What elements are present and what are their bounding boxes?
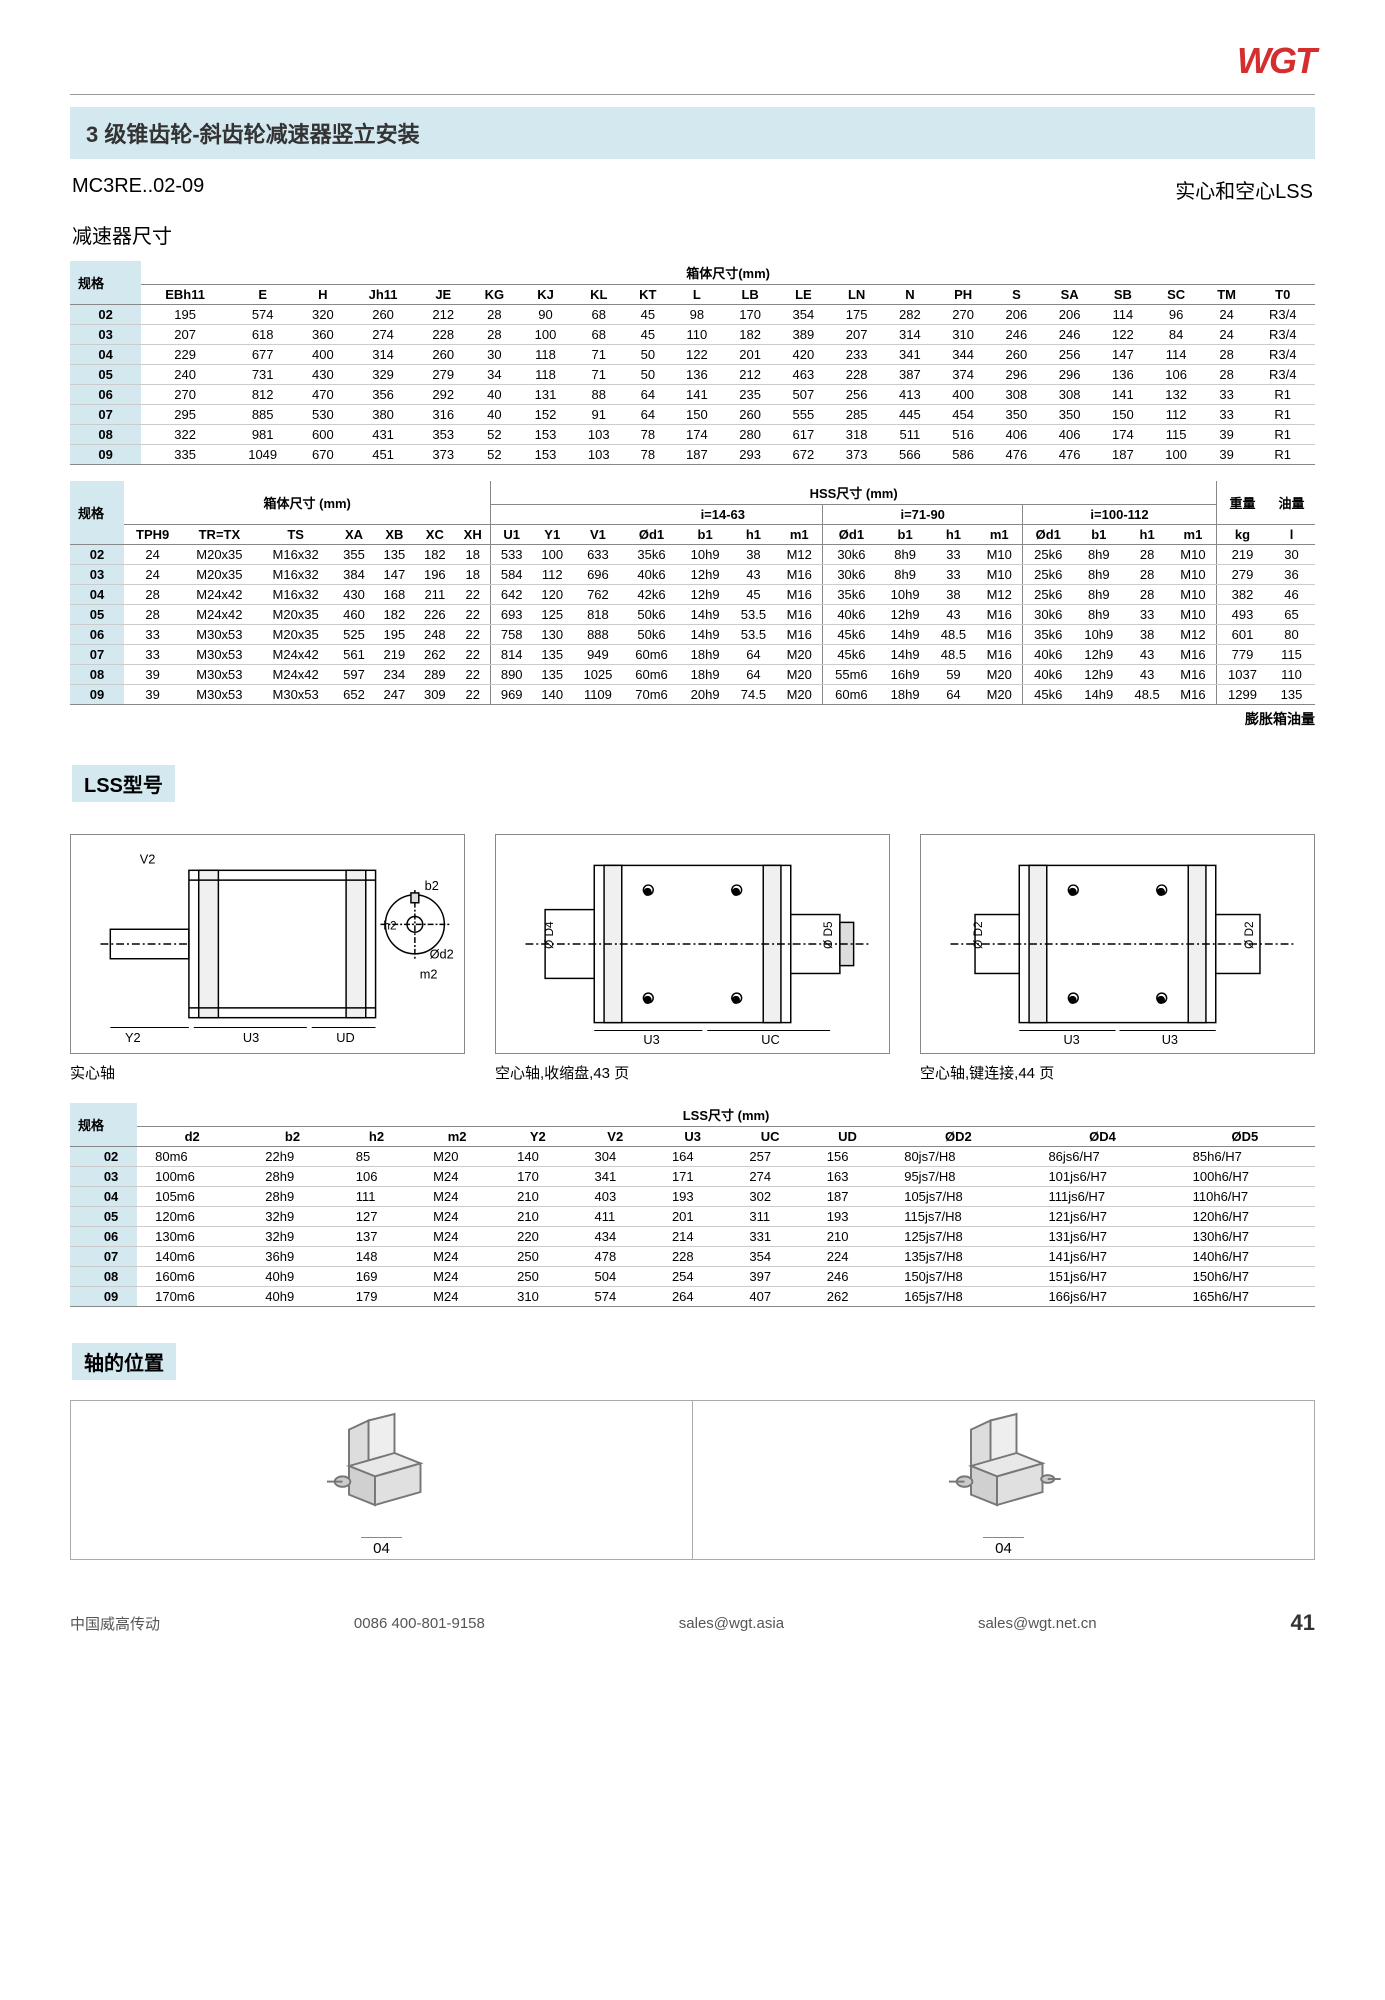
table-row: 09170m640h9179M24310574264407262165js7/H… [70,1287,1315,1307]
svg-text:⊕: ⊕ [643,995,651,1006]
table-row: 0224M20x35M16x323551351821853310063335k6… [70,545,1315,565]
col-header: Jh11 [350,285,417,305]
svg-text:U3: U3 [643,1032,659,1047]
table-row: 0528M24x42M20x354601822262269312581850k6… [70,605,1315,625]
table-row: 0627081247035629240131886414123550725641… [70,385,1315,405]
col-header: EBh11 [141,285,229,305]
svg-text:U3: U3 [1063,1032,1079,1047]
logo: WGT [70,40,1315,82]
col-header: KT [625,285,670,305]
table-row: 0839M30x53M24x4259723428922890135102560m… [70,665,1315,685]
table-row: 0633M30x53M20x355251952482275813088850k6… [70,625,1315,645]
model-code: MC3RE..02-09 [72,175,204,204]
svg-text:⊕: ⊕ [643,887,651,898]
section-shaft-pos: 轴的位置 [72,1343,176,1380]
svg-text:h2: h2 [383,919,396,932]
table-row: 0933510496704513735215310378187293672373… [70,445,1315,465]
svg-text:⊕: ⊕ [1157,887,1165,898]
table-row: 0320761836027422828100684511018238920731… [70,325,1315,345]
svg-text:b2: b2 [425,878,439,893]
svg-text:U3: U3 [243,1030,259,1045]
col-header: H [296,285,349,305]
table-row: 0729588553038031640152916415026055528544… [70,405,1315,425]
svg-text:⊕: ⊕ [1157,995,1165,1006]
table-row: 06130m632h9137M24220434214331210125js7/H… [70,1227,1315,1247]
svg-text:U3: U3 [1162,1032,1178,1047]
table-row: 08160m640h9169M24250504254397246150js7/H… [70,1267,1315,1287]
section-lss-model: LSS型号 [72,765,175,802]
svg-text:V2: V2 [140,851,156,866]
table-row: 0219557432026021228906845981703541752822… [70,305,1315,325]
col-header: N [883,285,936,305]
col-header: JE [417,285,470,305]
svg-text:UD: UD [336,1030,354,1045]
svg-text:Ø D2: Ø D2 [972,921,985,949]
divider [70,94,1315,95]
svg-text:⊕: ⊕ [1068,995,1076,1006]
svg-text:⊕: ⊕ [732,887,740,898]
table-hss-dims: 规格 箱体尺寸 (mm) HSS尺寸 (mm) 重量 油量 i=14-63 i=… [70,481,1315,705]
page-footer: 中国威高传动 0086 400-801-9158 sales@wgt.asia … [70,1610,1315,1636]
section-dimensions: 减速器尺寸 [72,220,1313,249]
col-header: SB [1096,285,1149,305]
col-header: LN [830,285,883,305]
diagram-hollow-key: ⊕ ⊕ ⊕ ⊕ Ø D2 Ø D2 U3 U3 [920,834,1315,1054]
lss-type: 实心和空心LSS [1175,175,1313,204]
svg-text:⊕: ⊕ [732,995,740,1006]
svg-text:Ø D5: Ø D5 [822,921,835,949]
col-header: TM [1203,285,1251,305]
col-header: KG [470,285,519,305]
table-row: 05120m632h9127M24210411201311193115js7/H… [70,1207,1315,1227]
svg-text:Ø D2: Ø D2 [1243,921,1256,949]
table-row: 0832298160043135352153103781742806173185… [70,425,1315,445]
table-row: 0280m622h985M2014030416425715680js7/H886… [70,1147,1315,1167]
svg-text:UC: UC [761,1032,779,1047]
shaft-position-diagram: 04 04 [70,1400,1315,1560]
table-housing-dims: 规格箱体尺寸(mm) EBh11EHJh11JEKGKJKLKTLLBLELNN… [70,261,1315,465]
svg-text:Ø D4: Ø D4 [543,921,556,949]
page-title: 3 级锥齿轮-斜齿轮减速器竖立安装 [70,107,1315,159]
col-header: LB [724,285,777,305]
col-header: KL [572,285,625,305]
shaft-iso-1-icon [71,1401,692,1531]
diagram-caption-1: 实心轴 [70,1062,465,1083]
col-header: L [670,285,723,305]
table-lss-dims: 规格LSS尺寸 (mm) d2b2h2m2Y2V2U3UCUDØD2ØD4ØD5… [70,1103,1315,1307]
oil-note: 膨胀箱油量 [70,709,1315,729]
diagram-solid-shaft: V2 b2 h2 Ød2 m2 Y2 U3 UD [70,834,465,1054]
col-header: S [990,285,1043,305]
diagram-hollow-shrink: ⊕ ⊕ ⊕ ⊕ Ø D4 Ø D5 U3 UC [495,834,890,1054]
table-row: 0428M24x42M16x324301682112264212076242k6… [70,585,1315,605]
col-header: PH [937,285,990,305]
svg-text:m2: m2 [420,966,438,981]
col-header: SC [1150,285,1203,305]
col-header: KJ [519,285,572,305]
col-spec: 规格 [70,261,141,305]
diagram-caption-3: 空心轴,键连接,44 页 [920,1062,1315,1083]
svg-text:⊕: ⊕ [1068,887,1076,898]
table-row: 0422967740031426030118715012220142023334… [70,345,1315,365]
table-row: 07140m636h9148M24250478228354224135js7/H… [70,1247,1315,1267]
shaft-iso-2-icon [693,1401,1314,1531]
table-row: 0324M20x35M16x323841471961858411269640k6… [70,565,1315,585]
svg-text:Ød2: Ød2 [430,947,454,962]
diagram-caption-2: 空心轴,收缩盘,43 页 [495,1062,890,1083]
table-row: 0733M30x53M24x425612192622281413594960m6… [70,645,1315,665]
svg-text:Y2: Y2 [125,1030,141,1045]
col-header: T0 [1250,285,1315,305]
table-row: 03100m628h9106M2417034117127416395js7/H8… [70,1167,1315,1187]
col-header: LE [777,285,830,305]
table-row: 0939M30x53M30x5365224730922969140110970m… [70,685,1315,705]
col-header: SA [1043,285,1096,305]
table-row: 0524073143032927934118715013621246322838… [70,365,1315,385]
table-row: 04105m628h9111M24210403193302187105js7/H… [70,1187,1315,1207]
col-header: E [229,285,296,305]
